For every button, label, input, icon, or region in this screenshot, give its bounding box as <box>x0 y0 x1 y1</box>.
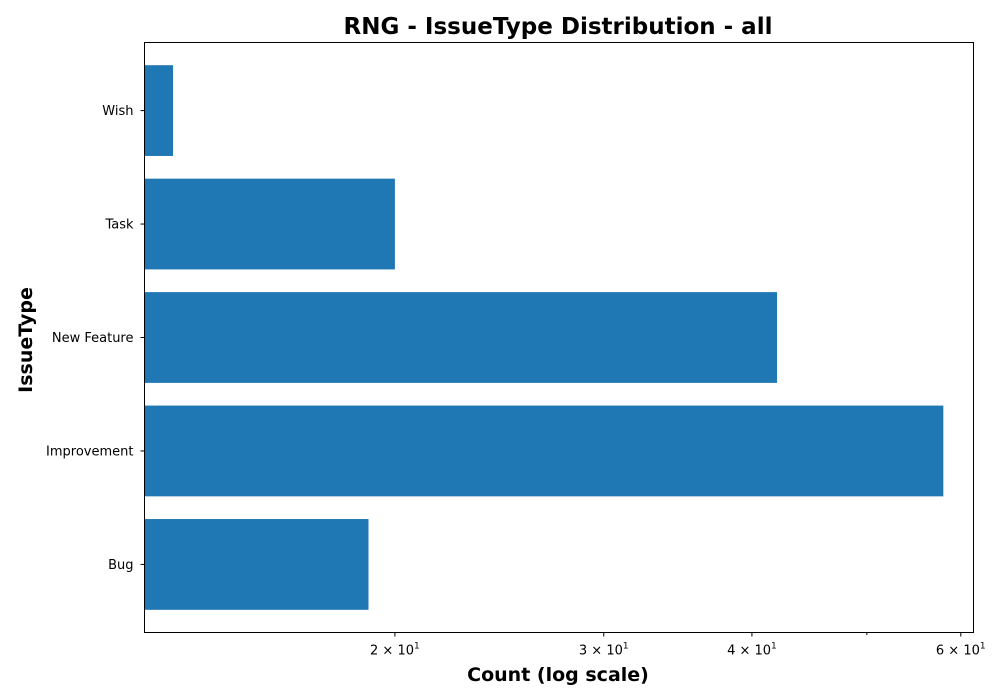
x-axis-label: Count (log scale) <box>467 664 649 686</box>
x-tick-label: 4 × 101 <box>727 642 777 659</box>
bar-bug <box>145 519 369 610</box>
y-tick-label: Improvement <box>46 444 133 459</box>
y-tick-label: New Feature <box>52 331 134 346</box>
chart-title: RNG - IssueType Distribution - all <box>344 14 773 40</box>
bar-improvement <box>145 406 944 497</box>
bar-new-feature <box>145 292 778 383</box>
x-tick-label: 6 × 101 <box>936 642 986 659</box>
bar-wish <box>145 65 174 156</box>
bar-task <box>145 179 395 270</box>
y-axis-label: IssueType <box>15 287 37 393</box>
y-axis-ticks: Bug Improvement New Feature Task Wish <box>46 104 144 573</box>
x-tick-label: 3 × 101 <box>579 642 629 659</box>
y-tick-label: Task <box>104 218 134 233</box>
x-axis-ticks: 2 × 101 3 × 101 4 × 101 6 × 101 <box>370 633 986 659</box>
y-tick-label: Bug <box>108 558 133 573</box>
x-tick-label: 2 × 101 <box>370 642 420 659</box>
bars-layer <box>145 65 944 610</box>
y-tick-label: Wish <box>102 104 133 119</box>
